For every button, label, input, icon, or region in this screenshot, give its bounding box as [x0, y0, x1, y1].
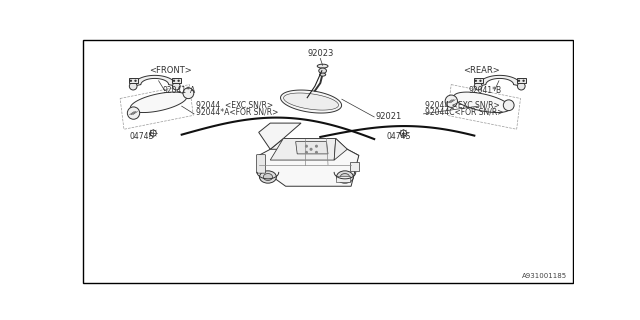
Circle shape — [177, 80, 180, 82]
Circle shape — [310, 148, 312, 151]
Bar — [474, 78, 483, 83]
Polygon shape — [334, 139, 348, 160]
Polygon shape — [270, 139, 336, 160]
Polygon shape — [280, 90, 342, 113]
FancyBboxPatch shape — [257, 155, 266, 173]
Ellipse shape — [319, 73, 326, 76]
Text: 0474S: 0474S — [387, 132, 411, 141]
Ellipse shape — [340, 173, 349, 180]
Circle shape — [305, 145, 308, 148]
Ellipse shape — [263, 173, 273, 180]
Bar — [336, 176, 349, 182]
Text: A931001185: A931001185 — [522, 273, 566, 279]
Text: 92041*B: 92041*B — [468, 86, 501, 95]
Ellipse shape — [337, 171, 353, 183]
Text: 92021: 92021 — [376, 112, 402, 121]
Polygon shape — [259, 123, 301, 149]
Polygon shape — [259, 149, 359, 186]
Circle shape — [315, 151, 318, 154]
Polygon shape — [296, 141, 328, 154]
Bar — [129, 78, 138, 83]
Ellipse shape — [317, 64, 328, 68]
Text: 92044C<FOR SN/R>: 92044C<FOR SN/R> — [425, 108, 504, 117]
Ellipse shape — [319, 68, 326, 73]
Ellipse shape — [259, 171, 276, 183]
Polygon shape — [133, 76, 176, 86]
Text: 92023: 92023 — [307, 49, 333, 59]
Polygon shape — [334, 149, 359, 175]
Circle shape — [474, 82, 482, 90]
Text: 0474S: 0474S — [129, 132, 154, 141]
Circle shape — [518, 80, 520, 82]
Text: 92044*A<FOR SN/R>: 92044*A<FOR SN/R> — [196, 108, 278, 117]
Bar — [172, 78, 181, 83]
Bar — [349, 162, 359, 171]
Text: <REAR>: <REAR> — [463, 66, 500, 75]
Text: 92044  <EXC.SN/R>: 92044 <EXC.SN/R> — [196, 101, 273, 110]
Polygon shape — [270, 139, 348, 160]
Circle shape — [172, 82, 180, 90]
Circle shape — [479, 80, 482, 82]
Circle shape — [315, 145, 318, 148]
Circle shape — [305, 151, 308, 154]
Circle shape — [503, 100, 514, 111]
Circle shape — [130, 80, 132, 82]
Text: 92041*A: 92041*A — [163, 86, 196, 95]
Text: 92044 <EXC.SN/R>: 92044 <EXC.SN/R> — [425, 101, 500, 110]
Polygon shape — [454, 92, 510, 113]
Polygon shape — [131, 92, 187, 113]
Circle shape — [134, 80, 137, 82]
Circle shape — [129, 82, 137, 90]
Circle shape — [127, 107, 140, 119]
Polygon shape — [478, 76, 521, 86]
Circle shape — [475, 80, 477, 82]
Bar — [516, 78, 526, 83]
Circle shape — [183, 88, 194, 99]
Circle shape — [173, 80, 175, 82]
Circle shape — [517, 82, 525, 90]
Circle shape — [522, 80, 525, 82]
Circle shape — [445, 95, 458, 108]
Text: <FRONT>: <FRONT> — [148, 66, 191, 75]
Polygon shape — [284, 93, 339, 110]
